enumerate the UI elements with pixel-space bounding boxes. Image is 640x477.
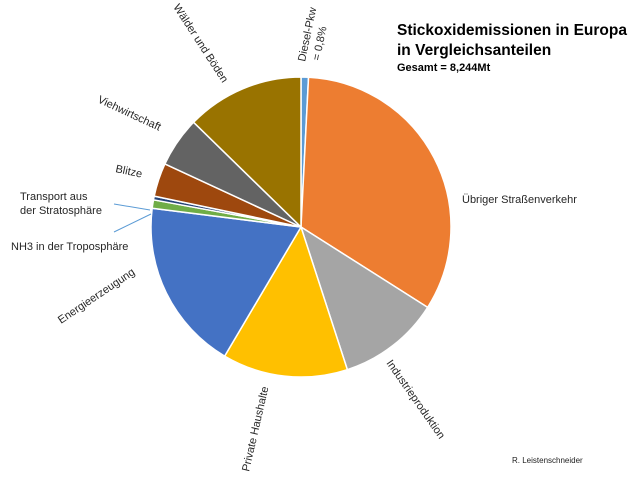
slice-label: Energieerzeugung [56, 266, 137, 326]
pie-slice [300, 76, 452, 309]
slice-label: Viehwirtschaft [96, 94, 163, 134]
slice-label: Wälder und Böden [170, 2, 230, 85]
slice-label: Diesel-Pkw= 0,8% [296, 6, 333, 65]
leader-line [113, 203, 151, 211]
slice-label: Private Haushalte [240, 385, 271, 472]
chart-subtitle: Gesamt = 8,244Mt [397, 62, 491, 74]
slice-label: Übriger Straßenverkehr [462, 194, 577, 206]
pie-slice [223, 226, 349, 378]
slice-label: Industrieproduktion [384, 358, 447, 442]
slice-label: Transport aus der Stratosphäre [20, 191, 102, 217]
pie-slice [300, 226, 429, 371]
pie-slices [150, 76, 452, 378]
slice-label: NH3 in der Troposphäre [11, 241, 128, 253]
leader-line [113, 213, 152, 233]
slice-label: Blitze [114, 163, 143, 180]
pie-slice [192, 76, 302, 228]
pie-slice [150, 207, 302, 357]
chart-title: Stickoxidemissionen in Europa [397, 22, 627, 39]
chart-title-line2: in Vergleichsanteilen [397, 42, 552, 59]
author-credit: R. Leistenschneider [512, 456, 583, 465]
